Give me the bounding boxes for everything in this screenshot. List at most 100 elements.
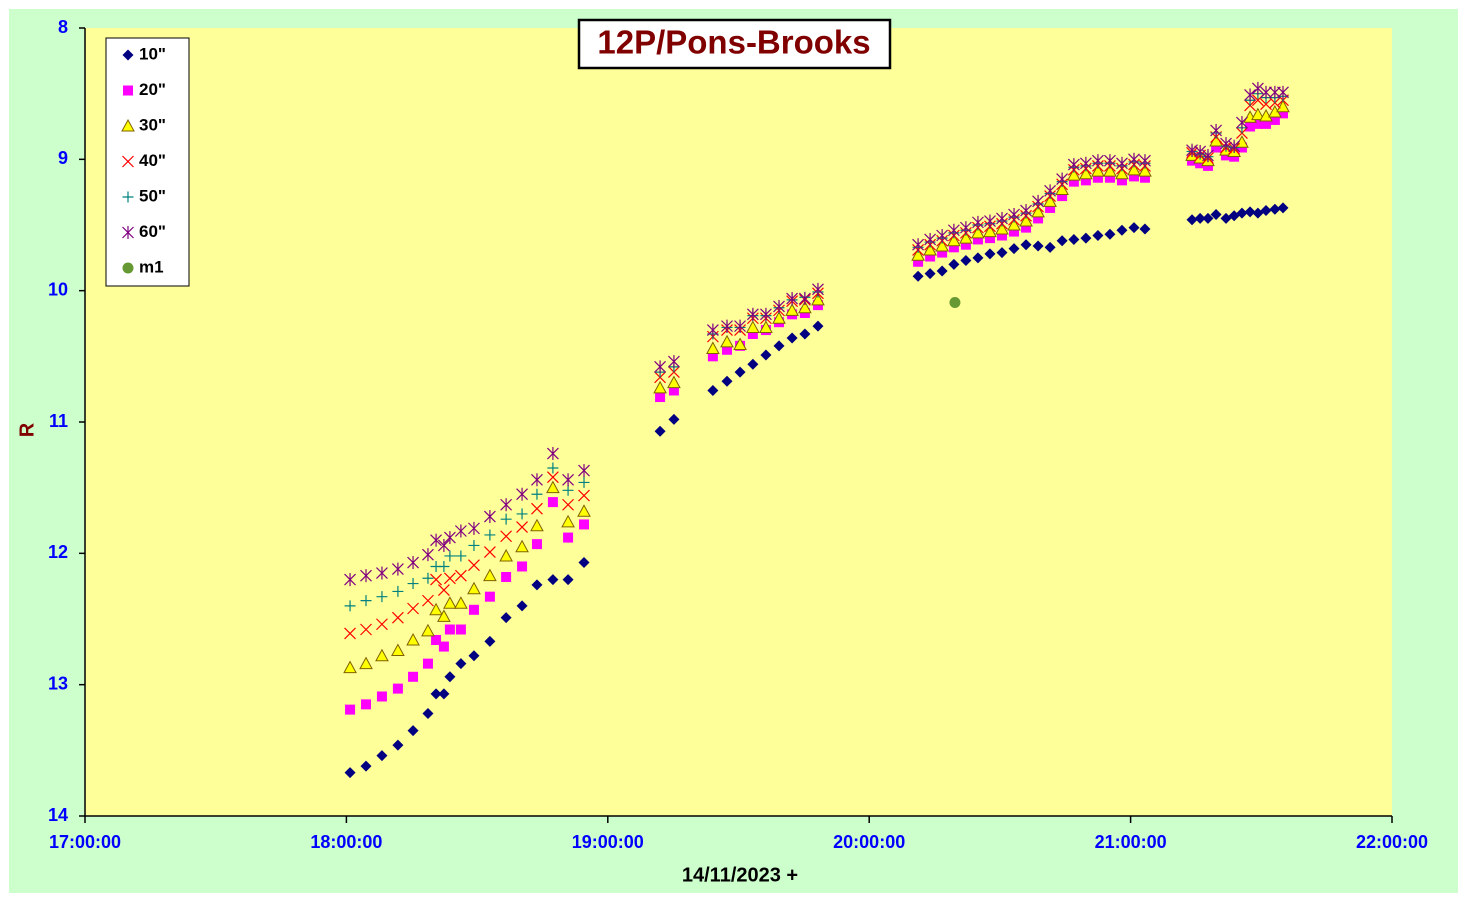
- marker: [531, 473, 543, 487]
- marker: [444, 550, 456, 562]
- marker: [1067, 158, 1080, 172]
- marker-shape: [1008, 243, 1020, 255]
- marker: [912, 270, 924, 282]
- marker-shape: [344, 627, 356, 640]
- marker: [924, 232, 937, 246]
- marker: [747, 358, 759, 370]
- marker: [578, 464, 590, 478]
- marker: [706, 323, 719, 337]
- marker: [376, 618, 388, 631]
- marker-shape: [1116, 224, 1128, 236]
- marker-shape: [578, 476, 590, 488]
- marker: [430, 533, 442, 547]
- marker: [578, 557, 590, 569]
- marker: [468, 539, 480, 551]
- marker: [1269, 203, 1281, 215]
- marker: [361, 699, 372, 710]
- marker: [1104, 172, 1115, 183]
- marker-shape: [516, 508, 528, 520]
- legend-label: m1: [139, 257, 164, 276]
- marker: [344, 627, 356, 640]
- marker: [1116, 224, 1128, 236]
- marker: [517, 561, 528, 572]
- plot-area: [85, 28, 1392, 816]
- marker-shape: [912, 270, 924, 282]
- marker: [1277, 202, 1289, 214]
- marker: [483, 510, 496, 524]
- marker: [345, 704, 356, 715]
- marker-shape: [547, 497, 558, 508]
- marker-shape: [1252, 118, 1263, 129]
- marker-shape: [1009, 226, 1020, 237]
- marker: [746, 307, 759, 321]
- marker: [1128, 171, 1139, 182]
- marker: [360, 760, 372, 772]
- marker-shape: [773, 340, 785, 352]
- marker-shape: [1116, 175, 1127, 186]
- marker-shape: [1080, 232, 1092, 244]
- marker: [972, 252, 984, 264]
- marker-shape: [467, 581, 481, 595]
- marker-shape: [1079, 166, 1093, 180]
- marker-shape: [923, 242, 937, 256]
- y-tick-label: 8: [58, 17, 68, 37]
- marker: [454, 596, 468, 609]
- marker-shape: [760, 349, 772, 361]
- marker: [1116, 175, 1127, 186]
- marker-shape: [361, 699, 372, 710]
- marker-shape: [406, 632, 420, 646]
- marker: [547, 462, 559, 474]
- marker: [407, 725, 419, 737]
- marker-shape: [484, 529, 496, 541]
- marker-shape: [747, 329, 758, 340]
- marker: [391, 562, 404, 576]
- marker: [1019, 214, 1033, 227]
- marker: [1186, 214, 1198, 226]
- marker-shape: [936, 265, 948, 277]
- marker: [721, 344, 732, 355]
- marker-shape: [984, 233, 995, 244]
- marker-shape: [948, 258, 960, 270]
- marker-shape: [392, 683, 403, 694]
- marker: [1211, 142, 1222, 153]
- marker: [1104, 228, 1116, 240]
- marks: [343, 81, 1290, 779]
- marker: [786, 292, 799, 306]
- marker: [984, 214, 996, 228]
- x-tick-label: 20:00:00: [833, 832, 905, 852]
- marker: [531, 579, 543, 591]
- marker-shape: [421, 623, 435, 637]
- marker: [707, 351, 718, 362]
- marker-shape: [407, 602, 419, 615]
- marker-shape: [360, 595, 372, 607]
- marker: [376, 750, 388, 762]
- marker: [406, 632, 420, 646]
- marker: [668, 413, 680, 425]
- title-box: [577, 18, 892, 70]
- marker: [1068, 233, 1080, 245]
- marker: [392, 683, 403, 694]
- marker: [1139, 223, 1151, 235]
- marker-shape: [430, 688, 442, 700]
- marker: [437, 538, 450, 552]
- marker: [937, 247, 948, 258]
- marker-shape: [376, 618, 388, 631]
- marker: [747, 329, 758, 340]
- marker-shape: [360, 623, 372, 636]
- marker-shape: [1269, 203, 1281, 215]
- marker-shape: [359, 656, 373, 670]
- marker-shape: [531, 579, 543, 591]
- marker: [122, 191, 134, 203]
- marker-shape: [1056, 235, 1068, 247]
- marker-shape: [500, 612, 512, 624]
- marker: [947, 233, 961, 247]
- marker: [948, 242, 959, 253]
- marker: [1277, 108, 1288, 119]
- marker-shape: [759, 320, 773, 333]
- marker-shape: [1186, 214, 1198, 226]
- marker-shape: [484, 635, 496, 647]
- marker-shape: [960, 239, 971, 250]
- marker: [960, 239, 971, 250]
- marker-shape: [1277, 202, 1289, 214]
- marker: [1244, 88, 1256, 102]
